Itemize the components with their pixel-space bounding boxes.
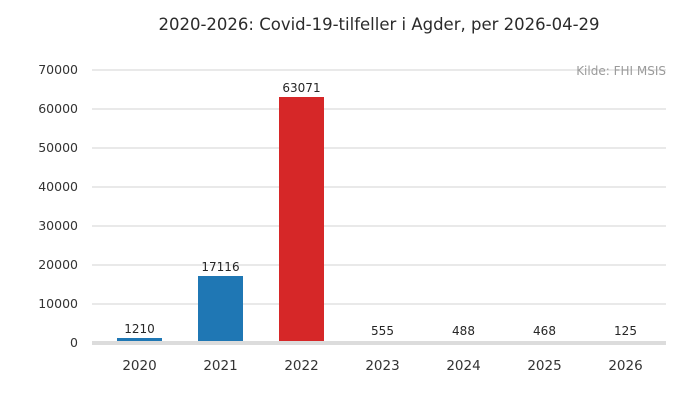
gridline — [92, 186, 666, 188]
bar-value-label: 125 — [614, 324, 637, 338]
gridline — [92, 303, 666, 305]
x-axis-baseline — [92, 341, 666, 345]
y-tick-label: 60000 — [38, 101, 78, 116]
x-tick-label: 2026 — [608, 358, 643, 374]
y-tick-label: 30000 — [38, 218, 78, 233]
gridline — [92, 264, 666, 266]
y-tick-label: 40000 — [38, 179, 78, 194]
y-tick-label: 20000 — [38, 257, 78, 272]
y-tick-label: 70000 — [38, 62, 78, 77]
x-tick-label: 2025 — [527, 358, 562, 374]
bar-2021 — [198, 276, 243, 345]
gridline — [92, 108, 666, 110]
source-note: Kilde: FHI MSIS — [576, 64, 666, 78]
x-tick-label: 2020 — [122, 358, 157, 374]
chart-title: 2020-2026: Covid-19-tilfeller i Agder, p… — [158, 15, 600, 34]
gridline — [92, 225, 666, 227]
bar-2022 — [279, 97, 324, 345]
bar-value-label: 468 — [533, 324, 556, 338]
gridline — [92, 69, 666, 71]
bar-value-label: 1210 — [124, 322, 155, 337]
y-tick-label: 10000 — [38, 296, 78, 311]
y-tick-label: 0 — [70, 335, 78, 350]
y-tick-label: 50000 — [38, 140, 78, 155]
gridline — [92, 147, 666, 149]
bar-value-label: 63071 — [282, 81, 321, 96]
x-tick-label: 2023 — [365, 358, 400, 374]
bar-value-label: 17116 — [201, 260, 240, 275]
bar-value-label: 488 — [452, 324, 475, 338]
x-tick-label: 2022 — [284, 358, 319, 374]
x-tick-label: 2024 — [446, 358, 481, 374]
x-tick-label: 2021 — [203, 358, 238, 374]
bar-value-label: 555 — [371, 324, 394, 338]
